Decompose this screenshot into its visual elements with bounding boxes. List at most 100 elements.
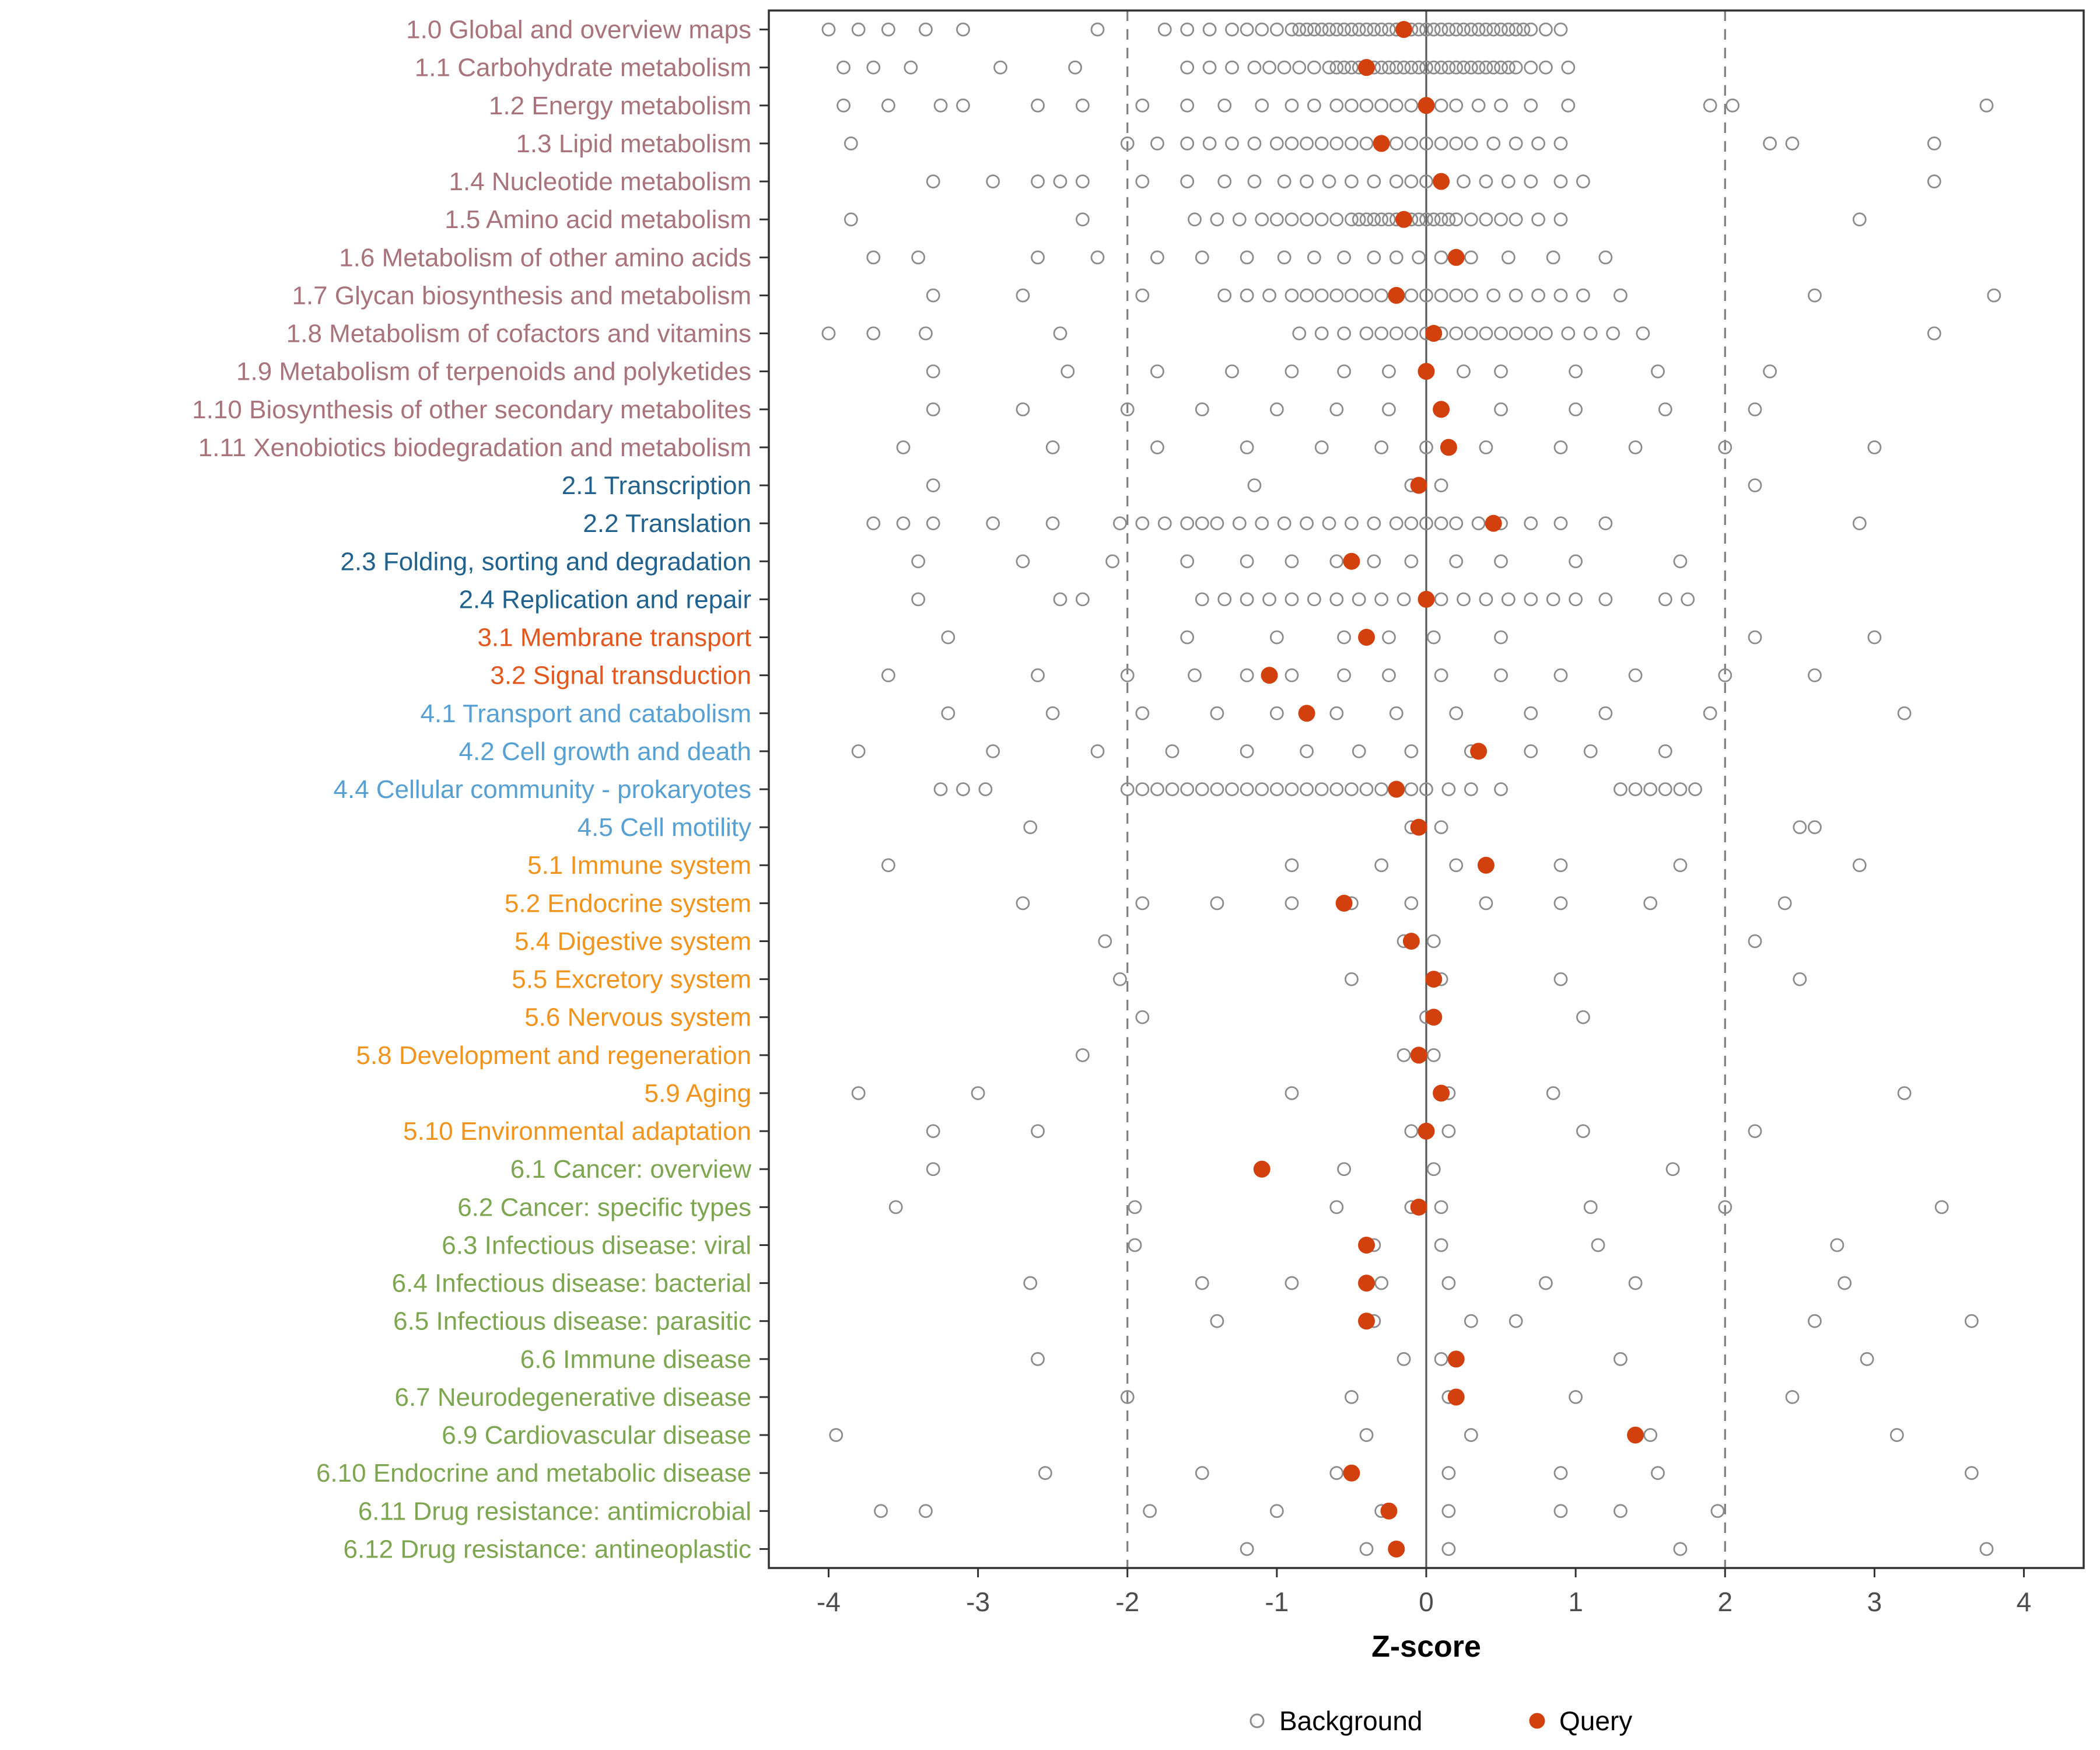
background-point <box>1389 136 1404 150</box>
background-point <box>1449 288 1464 303</box>
background-point <box>1449 858 1464 873</box>
category-label: 5.1 Immune system <box>527 851 751 880</box>
background-point <box>1419 60 1433 75</box>
background-point <box>1247 60 1262 75</box>
background-point <box>1262 288 1276 303</box>
background-point <box>971 1086 985 1100</box>
background-point <box>911 554 926 569</box>
background-point <box>1195 516 1209 531</box>
background-point <box>1337 364 1352 379</box>
background-point <box>1979 98 1994 113</box>
background-point <box>1329 402 1344 416</box>
background-point <box>1643 1428 1658 1442</box>
background-point <box>1546 592 1560 607</box>
background-point <box>1598 250 1613 265</box>
category-label: 1.7 Glycan biosynthesis and metabolism <box>292 281 751 310</box>
background-point <box>1404 98 1419 113</box>
background-point <box>1486 60 1501 75</box>
background-point <box>1852 212 1867 227</box>
background-point <box>1703 706 1717 720</box>
background-point <box>1539 60 1553 75</box>
legend-query-label: Query <box>1559 1706 1632 1736</box>
background-point <box>1329 782 1344 796</box>
background-point <box>1322 174 1336 188</box>
background-point <box>1508 22 1523 37</box>
background-point <box>844 136 858 150</box>
query-point <box>1410 1198 1427 1216</box>
background-point <box>1240 1542 1254 1556</box>
background-point <box>1546 250 1560 265</box>
category-label: 1.11 Xenobiotics biodegradation and meta… <box>198 433 751 462</box>
background-point <box>1434 288 1448 303</box>
background-point <box>1404 744 1419 758</box>
category-label: 5.5 Excretory system <box>512 965 751 994</box>
background-point <box>978 782 993 796</box>
x-tick-label: -2 <box>1115 1587 1139 1617</box>
background-point <box>1165 744 1180 758</box>
background-point <box>1598 706 1613 720</box>
background-point <box>1277 516 1292 531</box>
background-point <box>1464 782 1478 796</box>
background-point <box>1329 706 1344 720</box>
background-point <box>1524 592 1538 607</box>
background-point <box>1135 516 1150 531</box>
background-point <box>1964 1466 1979 1480</box>
background-point <box>1269 136 1284 150</box>
background-point <box>1374 440 1389 454</box>
background-point <box>1838 1276 1852 1290</box>
query-point <box>1425 1009 1443 1026</box>
background-point <box>1150 440 1164 454</box>
background-point <box>1464 60 1478 75</box>
background-point <box>1269 782 1284 796</box>
background-point <box>1374 98 1389 113</box>
background-point <box>1284 782 1299 796</box>
background-point <box>1628 668 1643 682</box>
background-point <box>1023 820 1038 835</box>
background-point <box>1322 60 1336 75</box>
query-point <box>1410 477 1427 494</box>
background-point <box>1345 136 1359 150</box>
background-point <box>1210 782 1224 796</box>
background-point <box>1367 250 1381 265</box>
background-point <box>1031 668 1045 682</box>
background-point <box>1419 440 1433 454</box>
query-point <box>1425 325 1443 342</box>
category-label: 4.5 Cell motility <box>578 813 751 842</box>
background-point <box>1501 250 1516 265</box>
category-label: 5.9 Aging <box>645 1079 752 1108</box>
background-point <box>1232 212 1247 227</box>
background-point <box>1434 212 1448 227</box>
query-point <box>1388 1540 1405 1558</box>
background-point <box>1180 554 1195 569</box>
background-point <box>1045 440 1060 454</box>
background-point <box>1434 668 1448 682</box>
background-point <box>1494 554 1508 569</box>
background-point <box>1269 212 1284 227</box>
background-point <box>1382 668 1396 682</box>
background-point <box>1345 516 1359 531</box>
background-point <box>1569 1390 1583 1404</box>
background-point <box>986 174 1000 188</box>
background-point <box>1553 288 1568 303</box>
background-point <box>1374 22 1389 37</box>
background-point <box>1464 1428 1478 1442</box>
background-point <box>1180 98 1195 113</box>
background-point <box>1367 516 1381 531</box>
background-point <box>1359 288 1374 303</box>
category-label: 6.7 Neurodegenerative disease <box>394 1383 751 1412</box>
background-point <box>836 60 850 75</box>
background-point <box>1113 516 1127 531</box>
background-point <box>1576 1124 1590 1138</box>
background-point <box>1345 1390 1359 1404</box>
background-point <box>1269 402 1284 416</box>
background-point <box>1240 440 1254 454</box>
background-point <box>1539 1276 1553 1290</box>
background-point <box>1569 402 1583 416</box>
background-point <box>1651 364 1665 379</box>
background-point <box>933 98 948 113</box>
legend-query-marker <box>1529 1713 1545 1729</box>
background-point <box>1553 972 1568 986</box>
category-label: 6.2 Cancer: specific types <box>457 1193 751 1222</box>
background-point <box>1934 1200 1949 1214</box>
background-point <box>1195 592 1209 607</box>
